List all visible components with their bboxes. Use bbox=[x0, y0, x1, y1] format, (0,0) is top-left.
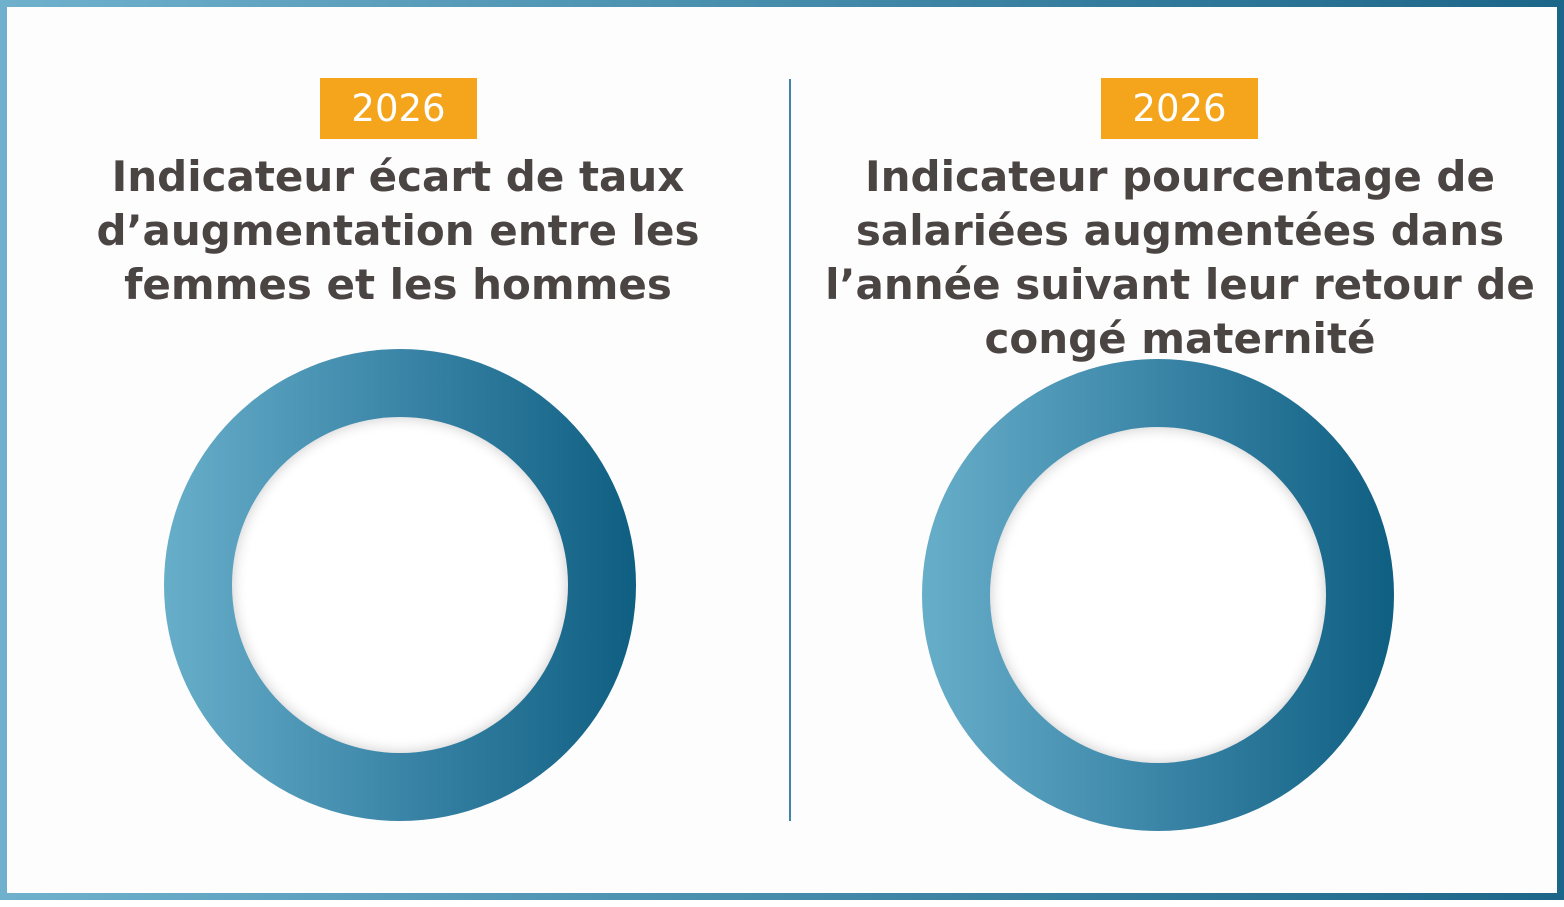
indicator-title-line: congé maternité bbox=[984, 314, 1376, 363]
score-display: 15 / 15 bbox=[990, 427, 1326, 763]
score-display: 35 / 35 bbox=[232, 417, 568, 753]
indicator-title-line: salariées augmentées dans bbox=[855, 206, 1505, 255]
indicator-title-line: l’année suivant leur retour de bbox=[825, 260, 1535, 309]
score-ring-inner: 15 / 15 bbox=[990, 427, 1326, 763]
indicator-title: Indicateur pourcentage de salariées augm… bbox=[789, 150, 1564, 366]
indicator-title: Indicateur écart de taux d’augmentation … bbox=[7, 150, 789, 312]
indicator-title-line: Indicateur écart de taux bbox=[111, 152, 685, 201]
score-value: 15 bbox=[1043, 552, 1176, 674]
score-max: 35 bbox=[442, 530, 515, 595]
score-ring: 15 / 15 bbox=[922, 359, 1394, 831]
score-ring: 35 / 35 bbox=[164, 349, 636, 821]
score-value: 35 bbox=[285, 542, 418, 664]
score-max: 15 bbox=[1200, 540, 1273, 605]
panel-maternity-return-increase: 2026 Indicateur pourcentage de salariées… bbox=[789, 7, 1564, 907]
score-slash: / bbox=[419, 537, 441, 605]
panel-divider bbox=[789, 79, 791, 821]
indicator-title-line: Indicateur pourcentage de bbox=[865, 152, 1495, 201]
year-badge: 2026 bbox=[1101, 78, 1258, 139]
indicator-title-line: d’augmentation entre les bbox=[96, 206, 700, 255]
score-slash: / bbox=[1177, 547, 1199, 615]
year-badge: 2026 bbox=[320, 78, 477, 139]
indicator-title-line: femmes et les hommes bbox=[124, 260, 672, 309]
score-ring-inner: 35 / 35 bbox=[232, 417, 568, 753]
panel-salary-increase-gap: 2026 Indicateur écart de taux d’augmenta… bbox=[7, 7, 789, 907]
